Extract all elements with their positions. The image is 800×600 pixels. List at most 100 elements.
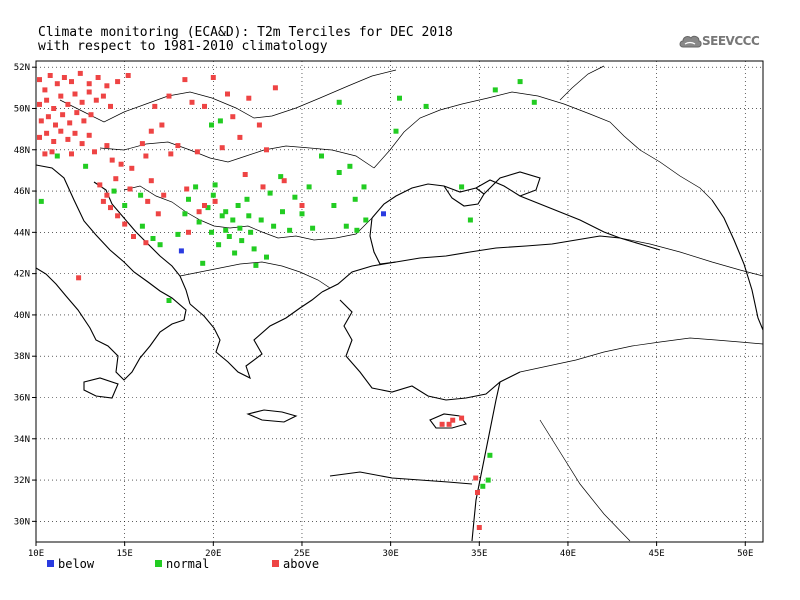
station-point-normal — [237, 225, 243, 231]
station-point-above — [44, 130, 50, 136]
station-point-above — [212, 198, 218, 204]
station-point-normal — [193, 184, 199, 190]
station-point-below — [381, 211, 386, 217]
station-point-normal — [200, 260, 206, 266]
cloud-logo-icon — [679, 35, 702, 48]
legend-swatch-below — [47, 560, 54, 567]
legend-above: above — [272, 557, 319, 571]
station-point-normal — [267, 190, 273, 196]
station-point-above — [47, 73, 53, 78]
y-tick-label: 48N — [14, 146, 30, 156]
station-point-above — [122, 221, 128, 227]
station-point-above — [97, 182, 103, 188]
station-point-normal — [299, 211, 305, 217]
station-point-normal — [331, 203, 337, 208]
cyprus-coast — [429, 413, 467, 429]
station-point-above — [42, 151, 48, 157]
seevccc-logo: SEEVCCC — [678, 31, 762, 53]
station-point-normal — [54, 153, 60, 159]
station-point-above — [79, 99, 85, 105]
station-point-normal — [216, 242, 222, 248]
station-point-above — [260, 184, 266, 190]
station-point-above — [166, 93, 172, 99]
station-point-normal — [361, 184, 367, 190]
legend-swatch-above — [272, 560, 279, 567]
station-point-normal — [531, 99, 537, 105]
y-tick-label: 32N — [14, 476, 30, 486]
x-tick-label: 20E — [205, 549, 221, 559]
station-point-above — [237, 134, 243, 140]
y-tick-label: 52N — [14, 63, 30, 73]
station-point-normal — [111, 188, 117, 194]
station-point-normal — [248, 229, 254, 235]
y-tick-label: 38N — [14, 352, 30, 362]
station-point-normal — [223, 227, 229, 233]
station-point-above — [161, 192, 167, 198]
station-point-above — [115, 79, 121, 85]
station-point-above — [53, 122, 58, 128]
station-point-above — [108, 103, 113, 109]
station-point-above — [219, 145, 225, 151]
station-point-above — [37, 134, 42, 140]
title-line-1: Climate monitoring (ECA&D): T2m Terciles… — [38, 25, 453, 40]
y-tick-label: 46N — [14, 187, 30, 197]
y-tick-label: 44N — [14, 228, 30, 238]
station-point-above — [175, 143, 181, 149]
station-point-above — [100, 93, 106, 99]
logo-text: SEEVCCC — [702, 34, 760, 48]
station-point-above — [88, 112, 94, 118]
y-tick-label: 50N — [14, 104, 30, 114]
station-point-normal — [459, 184, 465, 190]
station-point-above — [69, 151, 74, 157]
station-point-above — [79, 141, 85, 147]
station-point-above — [182, 77, 188, 83]
station-point-above — [49, 149, 55, 155]
station-point-above — [143, 153, 149, 159]
legend-label-below: below — [58, 557, 95, 571]
black-sea-coast — [369, 179, 621, 265]
station-point-above — [58, 128, 64, 134]
x-tick-label: 30E — [383, 549, 399, 559]
azov-coast — [483, 171, 541, 197]
y-tick-label: 36N — [14, 393, 30, 403]
station-point-normal — [223, 209, 229, 215]
station-point-above — [115, 213, 121, 219]
station-point-normal — [258, 217, 264, 223]
station-point-normal — [209, 229, 214, 235]
border-middle-east — [519, 337, 763, 542]
legend-label-above: above — [283, 557, 320, 571]
station-point-above — [256, 122, 262, 128]
y-tick-label: 30N — [14, 517, 30, 527]
x-tick-label: 40E — [560, 549, 576, 559]
station-point-above — [264, 147, 269, 153]
crete-coast — [246, 409, 298, 423]
levant-coast — [471, 381, 501, 542]
station-point-normal — [354, 227, 360, 233]
station-point-above — [37, 101, 42, 107]
station-point-above — [69, 79, 74, 85]
station-point-below — [178, 248, 184, 254]
station-point-above — [225, 91, 230, 97]
station-point-above — [196, 209, 202, 215]
sinai-coast — [329, 471, 473, 485]
station-point-normal — [253, 262, 259, 268]
y-tick-label: 42N — [14, 270, 30, 280]
station-point-above — [72, 91, 78, 97]
border-ukraine — [373, 91, 713, 201]
crimea-coast — [443, 185, 485, 207]
station-point-above — [459, 415, 465, 421]
station-point-above — [51, 106, 57, 111]
station-point-above — [131, 234, 136, 239]
station-point-above — [184, 186, 190, 192]
station-point-normal — [363, 217, 369, 223]
station-point-above — [65, 101, 71, 107]
station-point-normal — [150, 236, 156, 241]
station-point-normal — [287, 227, 293, 233]
station-point-normal — [292, 194, 298, 200]
station-point-above — [104, 143, 110, 149]
station-point-above — [168, 151, 174, 157]
station-point-above — [143, 240, 149, 246]
station-point-above — [194, 149, 200, 155]
legend-label-normal: normal — [166, 557, 210, 571]
station-point-above — [104, 83, 110, 89]
